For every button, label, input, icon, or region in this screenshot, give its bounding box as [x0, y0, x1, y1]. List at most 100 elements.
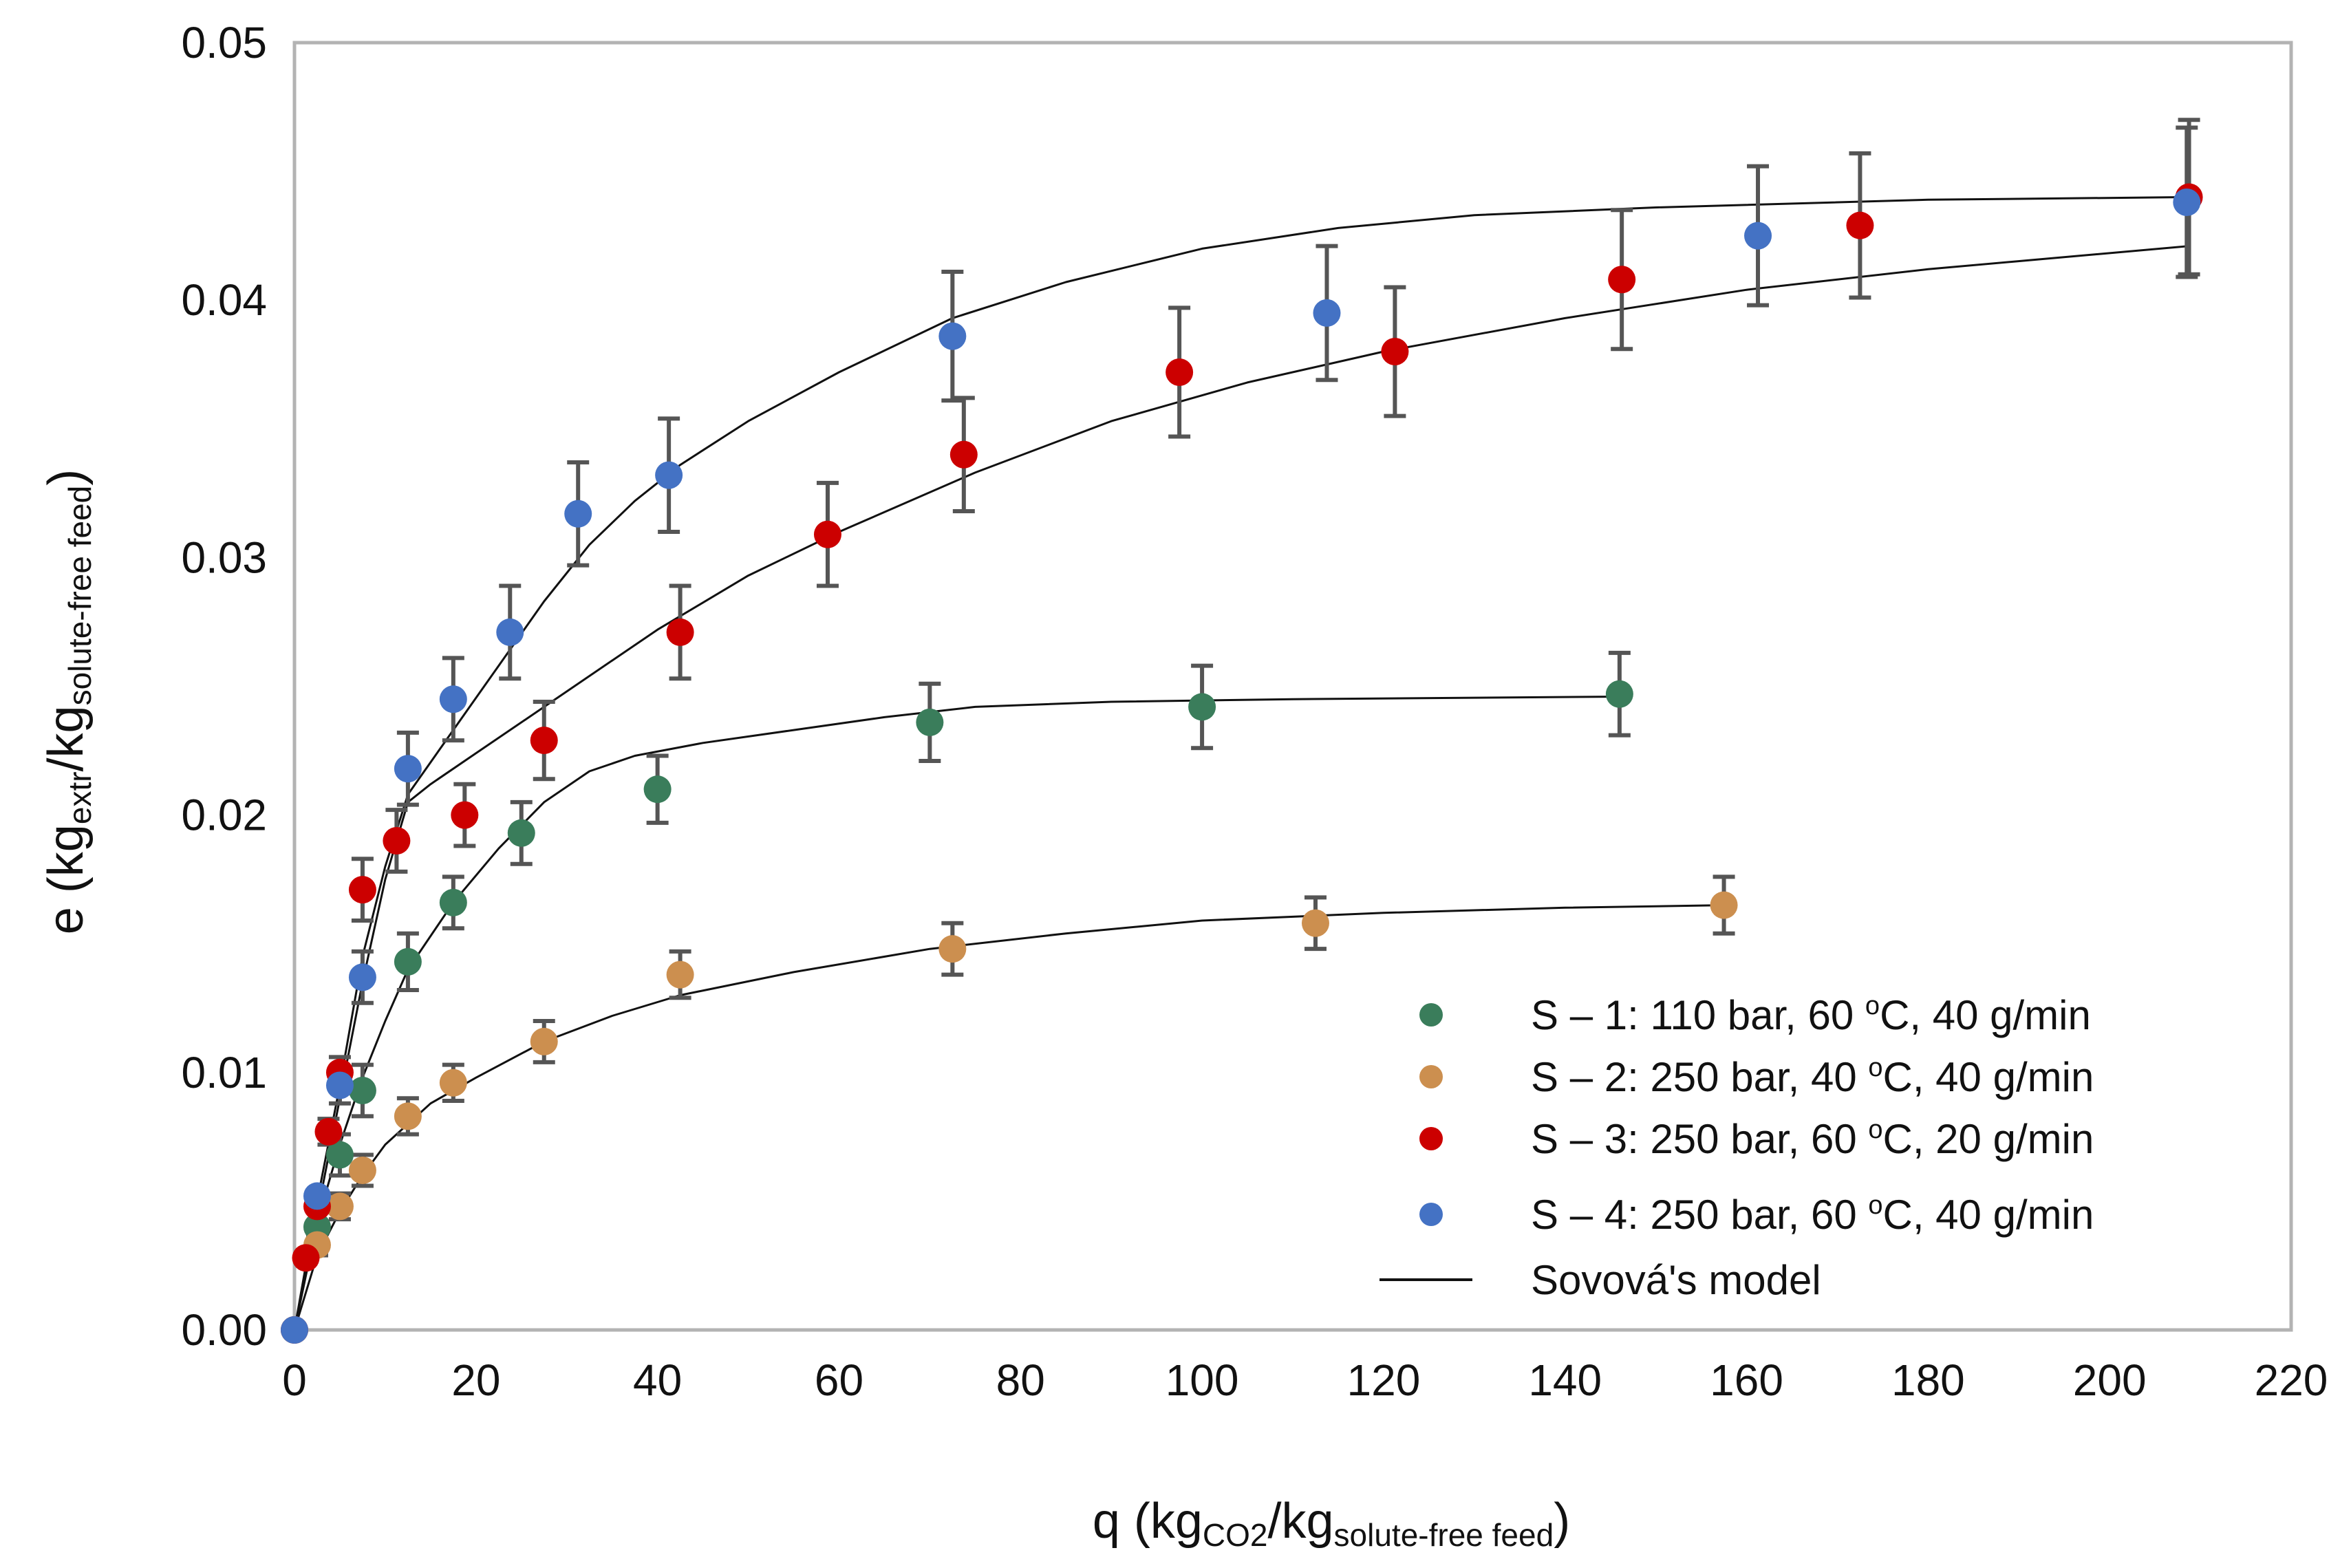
legend-marker-s4	[1419, 1203, 1443, 1226]
legend-label-model: Sovová's model	[1531, 1257, 1821, 1303]
legend-label-s3: S – 3: 250 bar, 60 oC, 20 g/min	[1531, 1115, 2094, 1162]
y-axis-ticks: 0.00 0.01 0.02 0.03 0.04 0.05	[181, 18, 267, 1355]
x-title-main: q (kg	[1093, 1494, 1203, 1549]
data-point-s4	[303, 1182, 331, 1210]
data-point-s2	[439, 1068, 467, 1097]
data-point-s1	[348, 1076, 376, 1104]
data-point-s1	[1605, 680, 1633, 708]
data-point-s3	[292, 1244, 320, 1272]
x-tick-label: 120	[1347, 1355, 1421, 1405]
data-point-s3	[813, 520, 841, 548]
x-axis-title: q (kgCO2/kgsolute-free feed)	[1093, 1494, 1570, 1553]
data-point-s4	[1744, 222, 1772, 250]
legend-s4-part2: C, 40 g/min	[1883, 1192, 2094, 1238]
legend-s2-degree: o	[1868, 1053, 1882, 1082]
legend-label-s4: S – 4: 250 bar, 60 oC, 40 g/min	[1531, 1191, 2094, 1238]
data-point-s4	[2173, 189, 2201, 217]
data-point-s2	[530, 1027, 558, 1055]
legend-marker-s2	[1419, 1065, 1443, 1088]
x-tick-label: 140	[1528, 1355, 1602, 1405]
x-title-sub2: solute-free feed	[1334, 1517, 1554, 1553]
data-point-s3	[1846, 211, 1874, 239]
data-point-s1	[1188, 693, 1216, 721]
x-tick-label: 20	[451, 1355, 500, 1405]
y-title-mid: /kg	[39, 705, 94, 771]
data-point-s2	[1301, 909, 1329, 937]
y-tick-label: 0.05	[181, 18, 267, 67]
y-tick-label: 0.01	[181, 1048, 267, 1097]
data-point-s2	[666, 960, 694, 989]
data-point-s2	[1710, 891, 1738, 919]
data-point-s3	[1381, 338, 1409, 366]
legend-s2-part1: S – 2: 250 bar, 40	[1531, 1054, 1868, 1100]
data-point-s4	[439, 685, 467, 713]
data-point-s4	[394, 755, 422, 783]
data-point-s2	[348, 1156, 376, 1184]
y-tick-label: 0.00	[181, 1305, 267, 1355]
data-point-s3	[1608, 266, 1636, 294]
legend-s4-degree: o	[1868, 1191, 1882, 1220]
y-title-main: e (kg	[39, 824, 94, 934]
data-point-s3	[949, 440, 978, 469]
data-point-s4	[281, 1316, 308, 1344]
data-point-s4	[325, 1071, 354, 1099]
y-axis-title: e (kgextr/kgsolute-free feed)	[39, 469, 98, 934]
x-tick-label: 220	[2255, 1355, 2328, 1405]
legend-marker-s1	[1419, 1003, 1443, 1027]
x-tick-label: 200	[2073, 1355, 2147, 1405]
data-point-s1	[507, 819, 535, 847]
y-tick-label: 0.03	[181, 533, 267, 582]
legend-s1-part1: S – 1: 110 bar, 60	[1531, 992, 1865, 1038]
x-tick-label: 40	[633, 1355, 682, 1405]
y-tick-label: 0.02	[181, 791, 267, 840]
data-point-s4	[348, 963, 376, 991]
data-point-s1	[325, 1141, 354, 1169]
x-title-mid: /kg	[1267, 1494, 1333, 1549]
legend-label-s2: S – 2: 250 bar, 40 oC, 40 g/min	[1531, 1053, 2094, 1100]
data-point-s4	[1313, 299, 1341, 327]
legend: S – 1: 110 bar, 60 oC, 40 g/min S – 2: 2…	[1380, 991, 2094, 1303]
data-point-s3	[666, 618, 694, 646]
x-tick-label: 0	[282, 1355, 307, 1405]
x-tick-label: 180	[1891, 1355, 1965, 1405]
plot-area-border	[292, 41, 2293, 1332]
x-tick-label: 160	[1710, 1355, 1783, 1405]
y-title-sub2: solute-free feed	[62, 486, 98, 706]
legend-s3-degree: o	[1868, 1115, 1882, 1144]
data-point-s1	[916, 708, 944, 736]
legend-label-s1: S – 1: 110 bar, 60 oC, 40 g/min	[1531, 991, 2091, 1038]
legend-s3-part1: S – 3: 250 bar, 60	[1531, 1116, 1868, 1162]
model-curve	[293, 904, 1724, 1331]
y-tick-label: 0.04	[181, 275, 267, 325]
model-curve	[293, 245, 2189, 1331]
data-point-s4	[655, 461, 683, 489]
data-point-s3	[383, 827, 411, 855]
data-point-s2	[394, 1102, 422, 1130]
legend-s1-part2: C, 40 g/min	[1880, 992, 2091, 1038]
x-tick-label: 60	[815, 1355, 863, 1405]
data-points	[281, 183, 2203, 1344]
legend-s1-degree: o	[1865, 991, 1880, 1020]
y-title-end: )	[39, 469, 94, 486]
data-point-s1	[439, 888, 467, 916]
x-axis-ticks: 0 20 40 60 80 100 120 140 160 180 200 220	[282, 1355, 2328, 1405]
y-title-sub1: extr	[62, 771, 98, 824]
data-point-s4	[564, 500, 592, 528]
data-point-s3	[314, 1117, 343, 1146]
data-point-s3	[451, 801, 479, 829]
x-tick-label: 100	[1166, 1355, 1239, 1405]
plot-frame	[292, 41, 2293, 1332]
data-point-s1	[643, 775, 672, 804]
data-point-s4	[496, 618, 524, 646]
data-point-s4	[938, 322, 967, 350]
data-point-s3	[1166, 358, 1194, 386]
x-title-end: )	[1554, 1494, 1570, 1549]
legend-s3-part2: C, 20 g/min	[1883, 1116, 2094, 1162]
legend-marker-s3	[1419, 1127, 1443, 1150]
data-point-s2	[325, 1192, 354, 1221]
legend-s2-part2: C, 40 g/min	[1883, 1054, 2094, 1100]
data-point-s1	[394, 947, 422, 976]
x-title-sub1: CO2	[1203, 1517, 1268, 1553]
